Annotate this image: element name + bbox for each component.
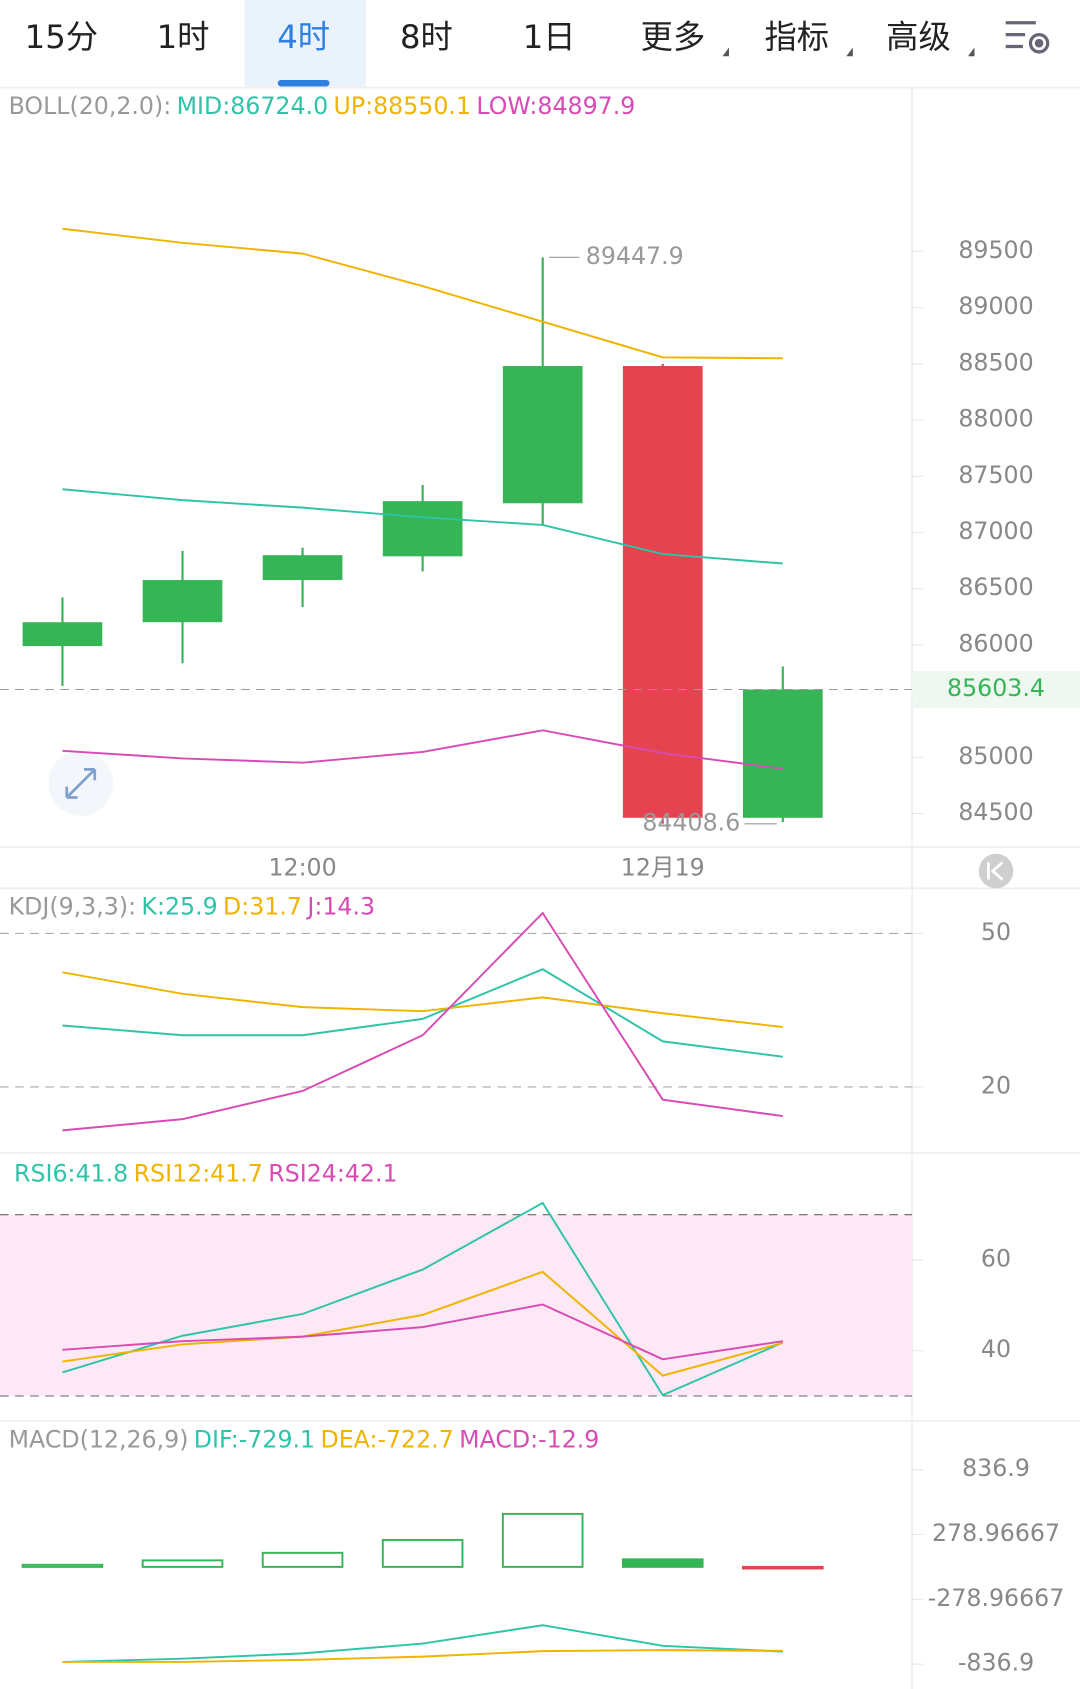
indicator-header: BOLL(20,2.0): MID:86724.0 UP:88550.1 LOW:84… — [9, 91, 636, 119]
indicator-title: KDJ(9,3,3): — [9, 892, 136, 920]
y-tick-label: 88000 — [958, 405, 1033, 433]
indicator-line — [62, 968, 783, 1058]
y-tick-label: -278.96667 — [928, 1584, 1065, 1612]
tab[interactable]: 8时 — [400, 18, 453, 56]
indicator-header: KDJ(9,3,3): K:25.9 D:31.7 J:14.3 — [9, 892, 375, 920]
indicator-line — [62, 1270, 784, 1377]
candle-body — [502, 366, 583, 504]
macd-bar — [381, 1538, 464, 1568]
tab[interactable]: 指标 — [765, 18, 830, 56]
indicator-line — [62, 1303, 783, 1361]
candle-body — [742, 689, 823, 818]
legend-entry: DEA:-722.7 — [321, 1425, 454, 1453]
legend-entry: LOW:84897.9 — [476, 91, 635, 119]
y-tick-label: 278.96667 — [932, 1519, 1060, 1547]
indicator-title: BOLL(20,2.0): — [9, 91, 172, 119]
dividers — [0, 86, 1080, 1689]
candle-body — [622, 366, 703, 818]
legend-entry: DIF:-729.1 — [194, 1425, 315, 1453]
tab[interactable]: 1日 — [523, 18, 576, 56]
indicator-line — [62, 1624, 783, 1663]
dropdown-caret — [722, 47, 729, 57]
y-tick-label: 89000 — [958, 292, 1033, 320]
y-tick-label: 836.9 — [962, 1454, 1030, 1482]
indicator-header: RSI6:41.8 RSI12:41.7 RSI24:42.1 — [14, 1159, 398, 1187]
y-tick-label: 50 — [981, 918, 1011, 946]
macd-bar — [501, 1512, 584, 1568]
tab[interactable]: 15分 — [25, 18, 98, 56]
tab[interactable]: 更多 — [641, 18, 706, 56]
indicator-title: MACD(12,26,9) — [9, 1425, 189, 1453]
tab[interactable]: 1时 — [157, 18, 210, 56]
indicator-header: MACD(12,26,9) DIF:-729.1 DEA:-722.7 MACD:-1… — [9, 1425, 600, 1453]
legend-entry: J:14.3 — [305, 892, 375, 920]
x-tick-label: 12:00 — [268, 853, 336, 881]
active-tab-indicator — [277, 79, 330, 87]
tab[interactable]: 4时 — [277, 18, 330, 56]
y-tick-label: -836.9 — [958, 1649, 1034, 1677]
high-label: 89447.9 — [586, 242, 684, 270]
candle-body — [262, 555, 343, 581]
candle-body — [22, 622, 103, 647]
indicator-line — [62, 1201, 784, 1397]
macd-bar — [141, 1559, 224, 1568]
low-label: 84408.6 — [642, 808, 740, 836]
y-tick-label: 20 — [981, 1071, 1011, 1099]
indicator-line — [62, 1649, 783, 1663]
indicator-line — [62, 488, 783, 565]
macd-bar — [742, 1565, 824, 1570]
band — [0, 1214, 913, 1397]
y-tick-label: 60 — [981, 1245, 1011, 1273]
y-tick-label: 89500 — [958, 236, 1033, 264]
indicator-line — [62, 729, 783, 770]
legend-entry: RSI6:41.8 — [14, 1159, 128, 1187]
y-tick-label: 87500 — [958, 461, 1033, 489]
legend-entry: MID:86724.0 — [177, 91, 329, 119]
macd-bar — [21, 1563, 104, 1568]
legend-entry: RSI24:42.1 — [268, 1159, 397, 1187]
macd-bar — [621, 1558, 704, 1568]
settings-icon[interactable] — [1005, 21, 1050, 54]
legend-entry: K:25.9 — [141, 892, 217, 920]
current-price-bg — [913, 671, 1080, 708]
y-tick-label: 40 — [981, 1335, 1011, 1363]
y-tick-label: 87000 — [958, 517, 1033, 545]
active-tab-bg — [244, 0, 367, 87]
y-tick-label: 88500 — [958, 348, 1033, 376]
indicator-line — [62, 911, 783, 1132]
x-tick-label: 12月19 — [621, 853, 705, 881]
y-tick-label: 84500 — [958, 798, 1033, 826]
y-tick-label: 86000 — [958, 629, 1033, 657]
macd-bar — [261, 1551, 344, 1568]
legend-entry: MACD:-12.9 — [459, 1425, 599, 1453]
indicator-line — [62, 971, 783, 1029]
current-price-label: 85603.4 — [947, 674, 1045, 702]
y-tick-label: 85000 — [958, 742, 1033, 770]
legend-entry: RSI12:41.7 — [134, 1159, 263, 1187]
tab[interactable]: 高级 — [886, 18, 951, 56]
candle-body — [142, 580, 223, 623]
indicator-line — [62, 227, 783, 360]
y-tick-label: 86500 — [958, 573, 1033, 601]
candle-body — [382, 501, 463, 557]
legend-entry: D:31.7 — [223, 892, 302, 920]
reset-icon[interactable] — [978, 853, 1014, 889]
legend-entry: UP:88550.1 — [334, 91, 472, 119]
expand-icon[interactable] — [48, 751, 114, 816]
